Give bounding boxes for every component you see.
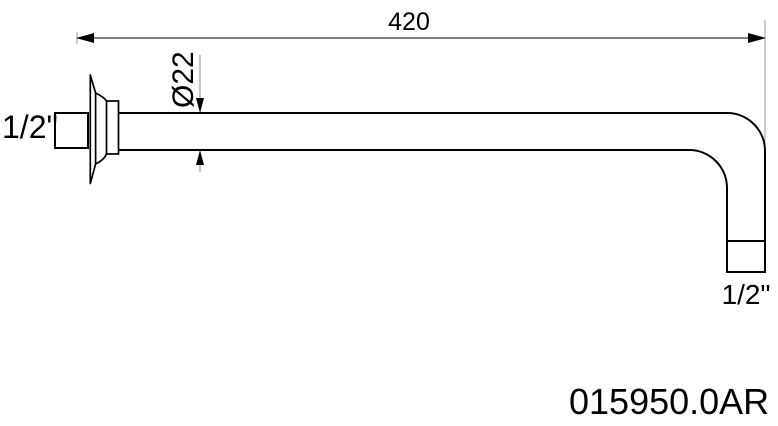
- svg-text:Ø22: Ø22: [167, 51, 200, 108]
- svg-text:420: 420: [388, 8, 430, 36]
- svg-text:1/2": 1/2": [2, 109, 58, 145]
- svg-text:1/2": 1/2": [722, 279, 771, 310]
- svg-text:015950.0AR: 015950.0AR: [569, 381, 769, 422]
